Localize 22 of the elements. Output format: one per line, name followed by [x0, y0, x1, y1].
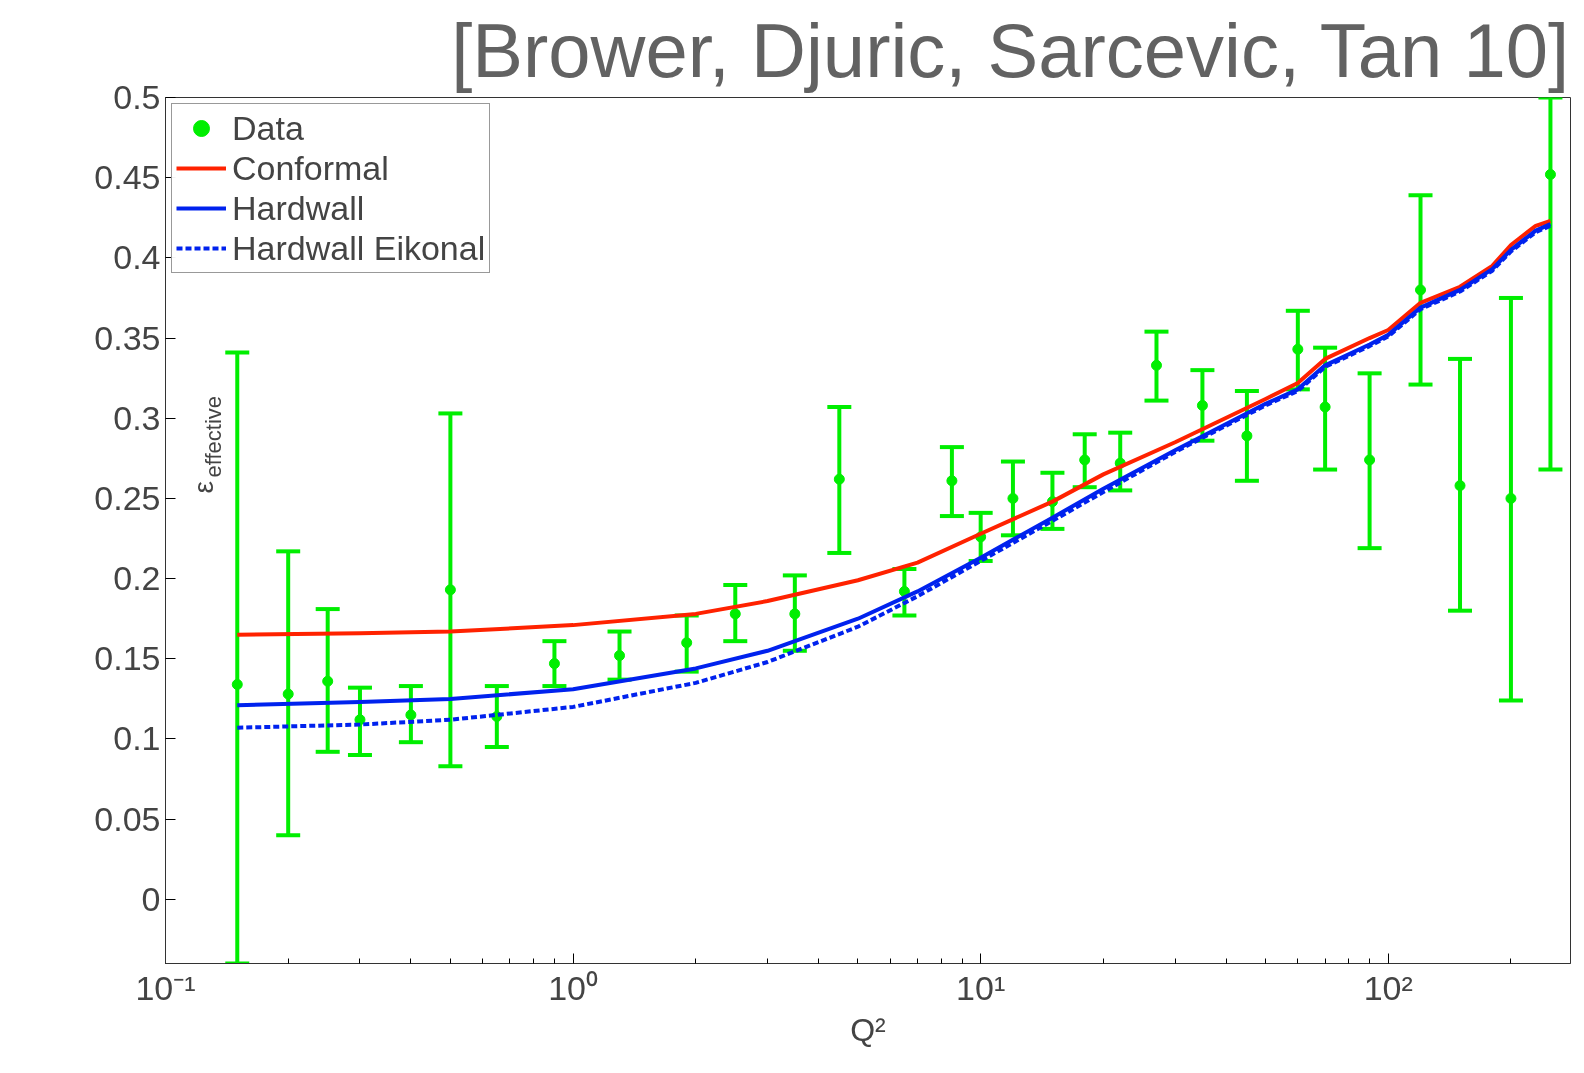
y-tick-label: 0.1 — [113, 719, 161, 758]
x-tick-label: 10⁰ — [548, 968, 598, 1007]
legend-label: Hardwall — [232, 188, 365, 228]
legend-label: Data — [232, 108, 304, 148]
x-tick-label: 10¹ — [956, 968, 1006, 1007]
y-tick-label: 0.35 — [94, 318, 161, 357]
y-tick-label: 0.5 — [113, 78, 161, 116]
x-axis-title: Q² — [850, 1011, 887, 1048]
legend-label: Conformal — [232, 148, 389, 188]
y-tick-label: 0.2 — [113, 559, 161, 598]
y-axis-title: εeffective — [188, 395, 226, 494]
y-tick-label: 0.05 — [94, 799, 161, 838]
x-tick-label: 10⁻¹ — [135, 968, 196, 1007]
y-tick-label: 0.15 — [94, 639, 161, 678]
y-tick-label: 0.3 — [113, 398, 161, 437]
y-tick-label: 0 — [141, 879, 161, 918]
legend-label: Hardwall Eikonal — [232, 228, 486, 268]
chart-title: [Brower, Djuric, Sarcevic, Tan 10] — [451, 7, 1570, 93]
y-tick-label: 0.45 — [94, 158, 161, 197]
y-tick-label: 0.4 — [113, 238, 161, 277]
x-tick-label: 10² — [1363, 968, 1413, 1007]
y-tick-label: 0.25 — [94, 478, 161, 517]
